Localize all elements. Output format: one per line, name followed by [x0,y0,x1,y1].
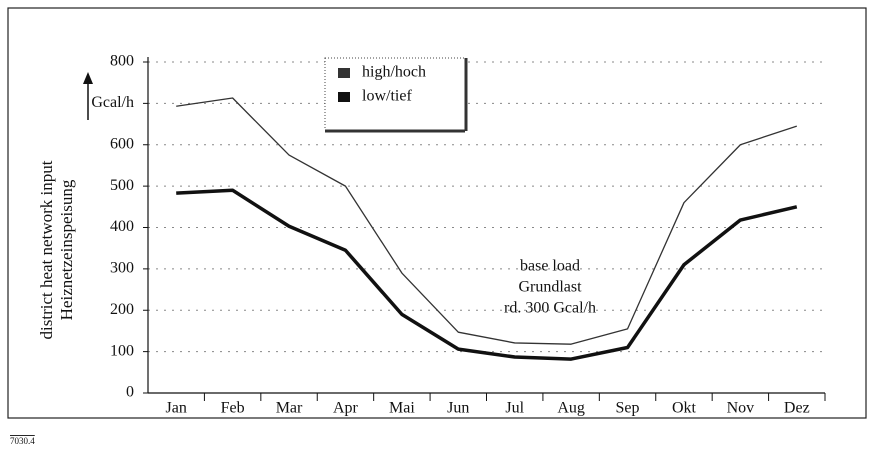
x-tick-label: Mai [389,400,415,417]
x-tick-label: Sep [616,400,640,417]
frame [7,7,867,419]
x-tick-label: Okt [672,400,697,417]
annotation: rd. 300 Gcal/h [504,300,596,317]
x-tick-label: Nov [727,400,755,417]
x-tick-label: Feb [221,400,245,417]
annotation: base load [520,258,580,275]
legend-swatch [338,68,350,78]
series-line [176,97,797,345]
y-tick-label: 300 [110,260,134,277]
y-label: Heiznetzeinspeisung [57,179,76,320]
x-tick-label: Jul [505,400,524,417]
x-tick-label: Jan [166,400,187,417]
annotation: Grundlast [518,279,582,296]
arrow-head [83,72,93,84]
legend-label: low/tief [362,88,412,105]
x-tick-label: Dez [784,400,810,417]
legend-swatch [338,92,350,102]
y-tick-label: 800 [110,53,134,70]
x-tick-label: Mar [276,400,303,417]
series-line [176,188,798,361]
y-tick-label: 500 [110,177,134,194]
y-tick-label: 0 [126,384,134,401]
x-tick-label: Aug [557,400,585,417]
y-tick-label: 200 [110,301,134,318]
y-tick-label: 400 [110,218,134,235]
y-tick-label: 600 [110,135,134,152]
y-tick-label: 100 [110,342,134,359]
y-tick-label: Gcal/h [91,94,134,111]
y-label: district heat network input [37,160,56,339]
x-tick-label: Jun [447,400,469,417]
x-tick-label: Apr [333,400,359,417]
figure-id: 7030.4 [10,436,35,446]
legend-label: high/hoch [362,64,426,81]
